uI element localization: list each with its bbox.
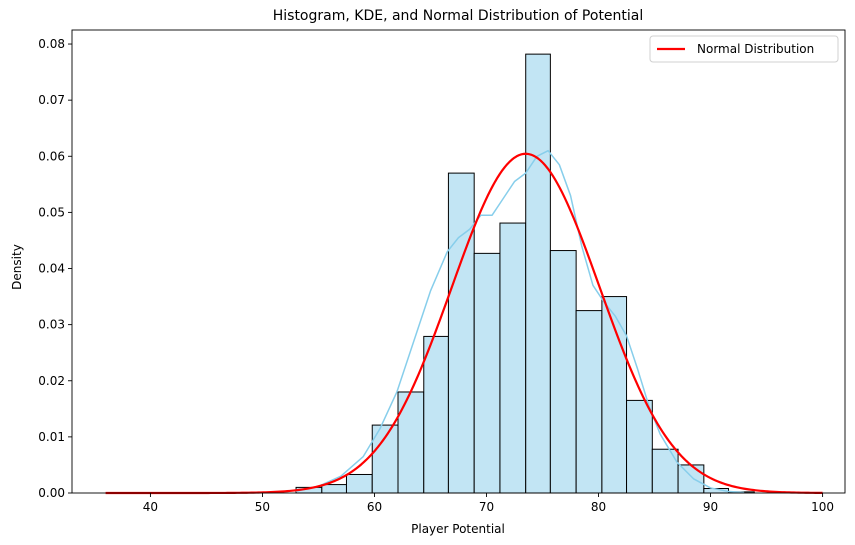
histogram-bar	[525, 53, 551, 494]
histogram-bar	[677, 464, 705, 494]
kde-curve	[295, 149, 745, 494]
x-tick-label: 50	[255, 500, 270, 514]
x-tick-label: 70	[479, 500, 494, 514]
x-tick-label: 60	[367, 500, 382, 514]
histogram-bars	[295, 53, 755, 494]
y-tick-label: 0.08	[38, 37, 65, 51]
x-tick-label: 90	[703, 500, 718, 514]
histogram-bar	[473, 252, 501, 494]
y-axis-label: Density	[10, 244, 24, 290]
legend-box	[649, 35, 839, 63]
histogram-bar	[345, 473, 373, 494]
x-tick-label: 80	[591, 500, 606, 514]
legend: Normal Distribution	[649, 35, 839, 63]
y-tick-label: 0.04	[38, 262, 65, 276]
y-tick-label: 0.07	[38, 93, 65, 107]
histogram-bar	[549, 250, 577, 494]
x-tick-label: 40	[143, 500, 158, 514]
histogram-bar	[626, 399, 653, 494]
x-axis-label: Player Potential	[411, 522, 505, 536]
y-tick-label: 0.06	[38, 149, 65, 163]
y-tick-label: 0.00	[38, 486, 65, 500]
histogram-bar	[397, 391, 425, 494]
plot-frame	[71, 29, 846, 494]
histogram-bar	[321, 484, 347, 494]
axes: 40 50 60 70 80 90 100 0.00 0.01 0.02 0.03 0.04 0.05 0…	[38, 29, 846, 514]
histogram-bar	[575, 310, 603, 494]
y-tick-label: 0.02	[38, 374, 65, 388]
y-tick-label: 0.03	[38, 318, 65, 332]
histogram-bar	[423, 335, 449, 494]
y-tick-label: 0.05	[38, 205, 65, 219]
histogram-bar	[651, 448, 679, 494]
y-tick-label: 0.01	[38, 430, 65, 444]
x-tick-label: 100	[811, 500, 834, 514]
histogram-bar	[499, 222, 527, 494]
histogram-bar	[447, 172, 475, 494]
chart-title: Histogram, KDE, and Normal Distribution …	[273, 8, 644, 24]
kde-layer	[295, 149, 745, 494]
legend-label-normal: Normal Distribution	[697, 42, 814, 56]
